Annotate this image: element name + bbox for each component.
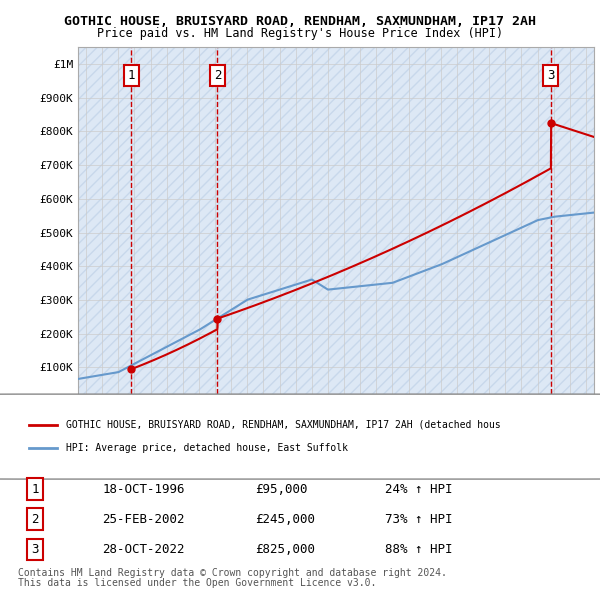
Text: £825,000: £825,000 (255, 543, 315, 556)
FancyBboxPatch shape (73, 47, 599, 401)
Text: HPI: Average price, detached house, East Suffolk: HPI: Average price, detached house, East… (66, 443, 348, 453)
FancyBboxPatch shape (0, 394, 600, 479)
Text: 28-OCT-2022: 28-OCT-2022 (103, 543, 185, 556)
Text: £95,000: £95,000 (255, 483, 307, 496)
Text: 1: 1 (127, 69, 135, 82)
Text: Contains HM Land Registry data © Crown copyright and database right 2024.: Contains HM Land Registry data © Crown c… (18, 568, 447, 578)
Text: 1: 1 (31, 483, 38, 496)
Text: GOTHIC HOUSE, BRUISYARD ROAD, RENDHAM, SAXMUNDHAM, IP17 2AH: GOTHIC HOUSE, BRUISYARD ROAD, RENDHAM, S… (64, 15, 536, 28)
Text: GOTHIC HOUSE, BRUISYARD ROAD, RENDHAM, SAXMUNDHAM, IP17 2AH (detached hous: GOTHIC HOUSE, BRUISYARD ROAD, RENDHAM, S… (66, 420, 500, 430)
Text: 3: 3 (547, 69, 554, 82)
Text: 3: 3 (31, 543, 38, 556)
Text: Price paid vs. HM Land Registry's House Price Index (HPI): Price paid vs. HM Land Registry's House … (97, 27, 503, 40)
Text: 2: 2 (31, 513, 38, 526)
Text: 73% ↑ HPI: 73% ↑ HPI (385, 513, 452, 526)
Text: £245,000: £245,000 (255, 513, 315, 526)
Text: 25-FEB-2002: 25-FEB-2002 (103, 513, 185, 526)
Text: This data is licensed under the Open Government Licence v3.0.: This data is licensed under the Open Gov… (18, 578, 376, 588)
Text: 2: 2 (214, 69, 221, 82)
Text: 24% ↑ HPI: 24% ↑ HPI (385, 483, 452, 496)
Text: 18-OCT-1996: 18-OCT-1996 (103, 483, 185, 496)
Text: 88% ↑ HPI: 88% ↑ HPI (385, 543, 452, 556)
